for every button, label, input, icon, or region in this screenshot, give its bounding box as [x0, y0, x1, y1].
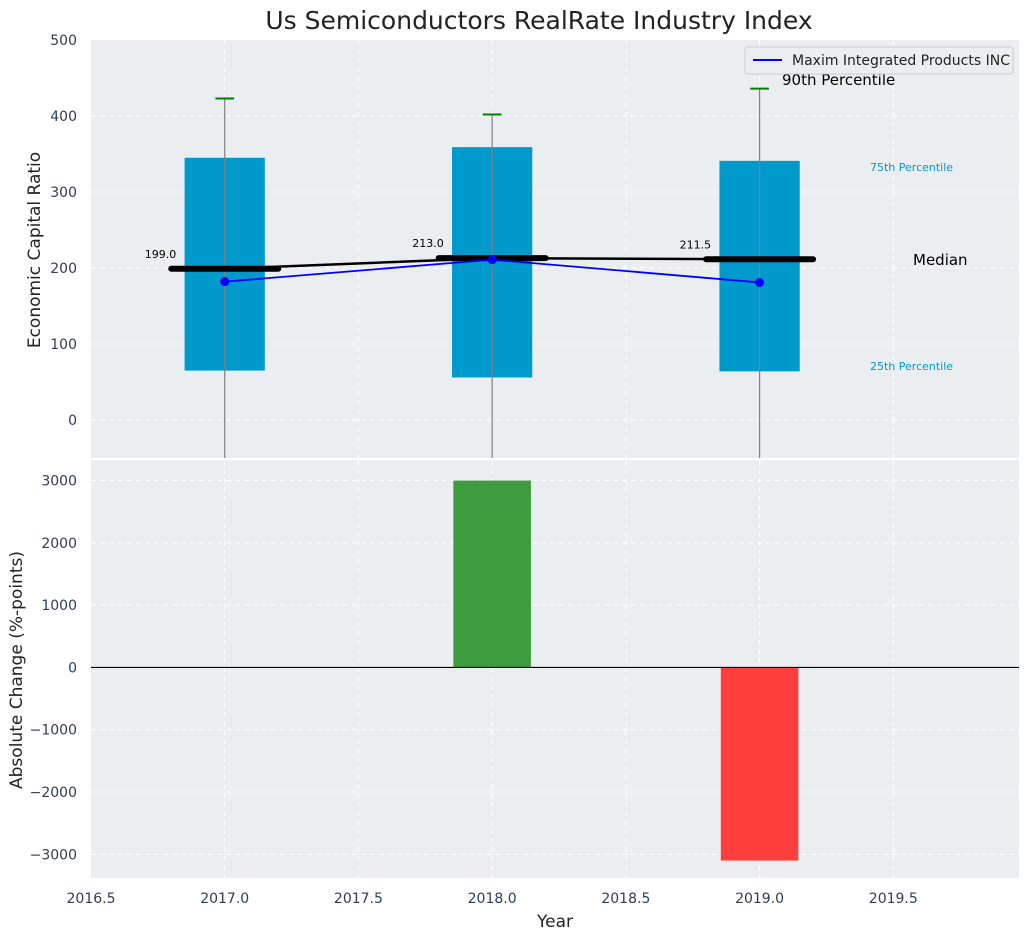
- bottom-y-tick-label: 0: [68, 660, 77, 676]
- median-value-label: 213.0: [412, 237, 444, 250]
- median-annotation: Median: [913, 251, 968, 269]
- bottom-y-axis-title: Absolute Change (%-points): [7, 551, 27, 789]
- bottom-y-tick-label: −1000: [30, 723, 77, 739]
- change-bar: [720, 667, 799, 861]
- company-series-point: [755, 277, 765, 287]
- x-tick-label: 2017.5: [334, 891, 383, 907]
- x-tick-label: 2019.5: [869, 891, 918, 907]
- bottom-y-tick-label: −2000: [30, 785, 77, 801]
- x-tick-label: 2016.5: [67, 891, 116, 907]
- legend: Maxim Integrated Products INC: [744, 46, 1014, 75]
- top-marks: 199.0 213.0 211.5: [145, 87, 817, 458]
- p90-annotation: 90th Percentile: [782, 71, 895, 89]
- bottom-plot-background: [91, 460, 1019, 878]
- top-y-tick-label: 500: [50, 33, 77, 49]
- p75-annotation: 75th Percentile: [870, 161, 953, 174]
- company-series-point: [487, 255, 497, 265]
- x-tick-label: 2018.5: [601, 891, 650, 907]
- x-tick-label: 2019.0: [735, 891, 784, 907]
- change-bar: [453, 480, 531, 668]
- x-tick-label: 2017.0: [200, 891, 249, 907]
- legend-label: Maxim Integrated Products INC: [792, 53, 1010, 69]
- bottom-y-tick-label: 1000: [41, 598, 77, 614]
- chart-title: Us Semiconductors RealRate Industry Inde…: [265, 6, 812, 35]
- bottom-bars: [91, 480, 1019, 861]
- top-y-axis-title: Economic Capital Ratio: [25, 152, 45, 348]
- bottom-y-tick-label: 2000: [41, 536, 77, 552]
- median-value-label: 199.0: [145, 248, 177, 261]
- x-axis-title: Year: [536, 912, 573, 932]
- company-series-point: [220, 277, 230, 287]
- axis-labels: 2016.5 2017.0 2017.5 2018.0 2018.5 2019.0 2019…: [30, 33, 918, 907]
- top-y-tick-label: 200: [50, 261, 77, 277]
- p25-annotation: 25th Percentile: [870, 360, 953, 373]
- x-tick-label: 2018.0: [468, 891, 517, 907]
- top-y-tick-label: 400: [50, 109, 77, 125]
- top-y-tick-label: 300: [50, 185, 77, 201]
- bottom-y-tick-label: −3000: [30, 847, 77, 863]
- legend-box: [744, 46, 1014, 75]
- median-value-label: 211.5: [680, 238, 712, 251]
- bottom-y-tick-label: 3000: [41, 474, 77, 490]
- top-y-tick-label: 100: [50, 337, 77, 353]
- top-y-tick-label: 0: [68, 413, 77, 429]
